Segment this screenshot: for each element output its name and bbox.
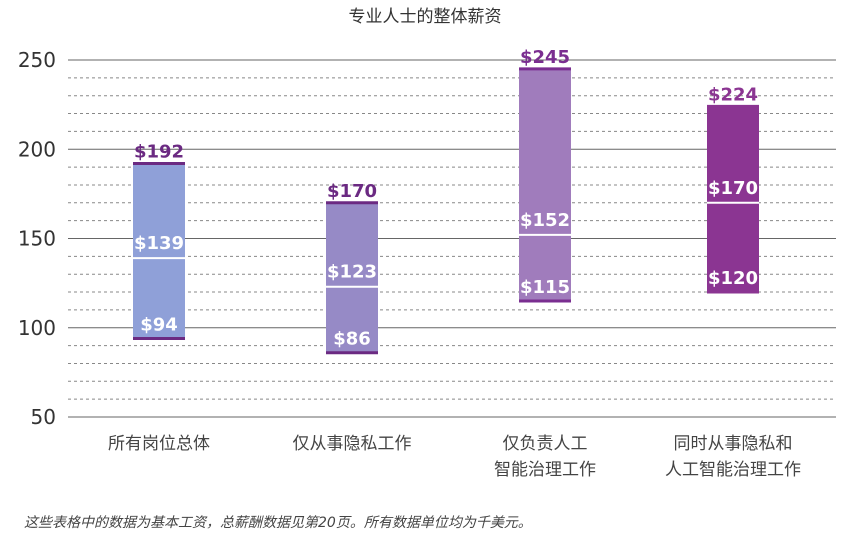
salary-range-bar: $224 $170 $120	[707, 84, 759, 294]
range-rect	[326, 202, 378, 353]
high-value-label: $245	[520, 47, 570, 68]
median-value-label: $139	[134, 233, 184, 254]
x-axis: 所有岗位总体 仅从事隐私工作 仅负责人工智能治理工作 同时从事隐私和人工智能治理工作	[108, 434, 801, 480]
grid	[68, 59, 836, 418]
category-label-line: 同时从事隐私和	[674, 434, 793, 454]
category-label-line: 仅负责人工	[503, 434, 588, 454]
range-rect	[519, 68, 571, 301]
y-tick-label: 150	[18, 227, 56, 251]
range-rect	[707, 106, 759, 293]
low-value-label: $115	[520, 277, 570, 298]
y-tick-label: 250	[18, 48, 56, 72]
median-value-label: $123	[327, 262, 377, 283]
high-value-label: $170	[327, 181, 377, 202]
category-label-line: 人工智能治理工作	[665, 460, 801, 480]
category-label: 所有岗位总体	[108, 434, 210, 454]
category-label: 仅从事隐私工作	[293, 434, 412, 454]
category-label-line: 所有岗位总体	[108, 434, 210, 454]
salary-range-bar: $245 $152 $115	[519, 47, 571, 303]
category-label-line: 仅从事隐私工作	[293, 434, 412, 454]
high-value-label: $224	[708, 84, 758, 105]
median-value-label: $170	[708, 178, 758, 199]
category-label-line: 智能治理工作	[494, 460, 596, 480]
bars: $192 $139 $94 $170 $123 $86 $245 $152 $115 $224 $1…	[133, 47, 759, 355]
median-value-label: $152	[520, 210, 570, 231]
low-value-label: $94	[140, 314, 178, 335]
y-tick-label: 200	[18, 137, 56, 161]
low-value-label: $86	[333, 329, 371, 350]
range-rect	[133, 163, 185, 339]
category-label: 同时从事隐私和人工智能治理工作	[665, 434, 801, 480]
salary-range-bar: $170 $123 $86	[326, 181, 378, 355]
footnote: 这些表格中的数据为基本工资，总薪酬数据见第20页。所有数据单位均为千美元。	[24, 515, 532, 531]
low-value-label: $120	[708, 268, 758, 289]
salary-range-bar: $192 $139 $94	[133, 142, 185, 340]
chart-title: 专业人士的整体薪资	[349, 7, 502, 27]
y-axis: 50 100 150 200 250	[18, 48, 56, 429]
category-label: 仅负责人工智能治理工作	[494, 434, 596, 480]
high-value-label: $192	[134, 142, 184, 163]
y-tick-label: 100	[18, 316, 56, 340]
y-tick-label: 50	[31, 405, 56, 429]
